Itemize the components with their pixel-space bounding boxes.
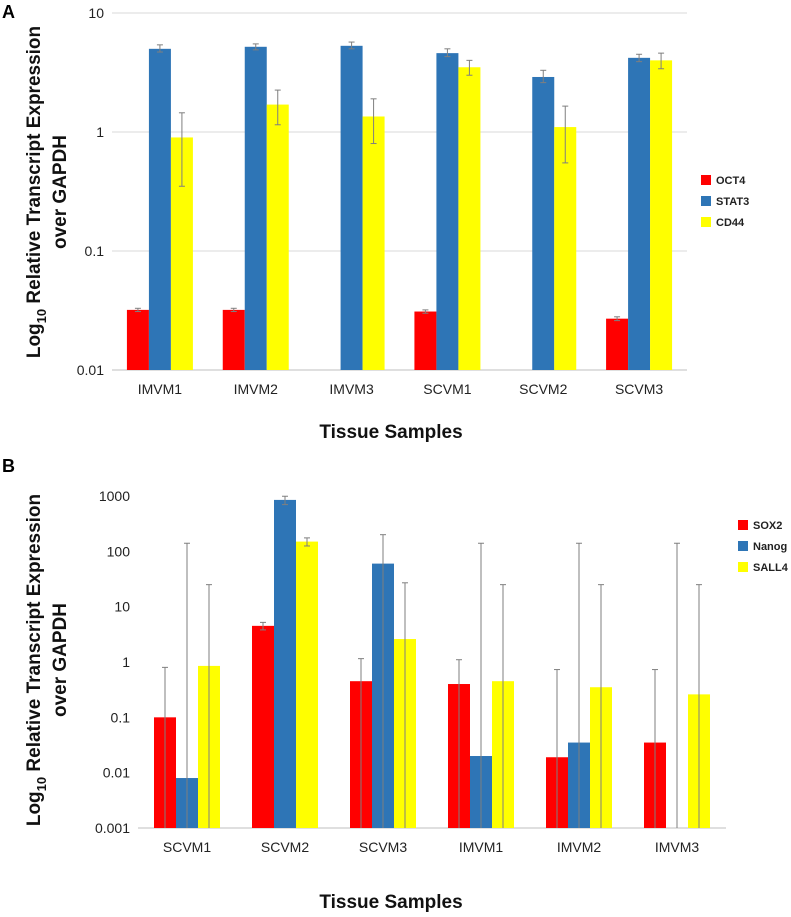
p0-legend-swatch-cd44: [701, 217, 711, 227]
p0-y-tick-label: 0.1: [85, 243, 105, 259]
p0-bar-stat3-imvm3: [340, 45, 363, 371]
p0-x-category-label: SCVM1: [423, 381, 471, 397]
p0-bar-stat3-scvm2: [532, 76, 555, 370]
p1-y-tick-label: 1: [122, 654, 130, 670]
p0-bar-oct4-scvm3: [606, 318, 629, 370]
p0-x-category-label: IMVM2: [234, 381, 279, 397]
p1-x-category-label: IMVM2: [557, 839, 602, 855]
y-axis-title-b-line2: over GAPDH: [50, 603, 71, 717]
panel-b-label: B: [2, 456, 15, 476]
x-axis-title-b: Tissue Samples: [319, 892, 462, 913]
p0-y-tick-label: 1: [96, 124, 104, 140]
p0-x-category-label: SCVM2: [519, 381, 567, 397]
y-axis-title-a-line1: Log10 Relative Transcript Expression: [24, 26, 49, 358]
p0-bar-cd44-scvm1: [458, 67, 481, 370]
p1-y-tick-label: 0.01: [103, 765, 130, 781]
p0-bar-cd44-scvm3: [650, 60, 673, 371]
p0-bar-stat3-scvm3: [628, 57, 651, 370]
p0-legend-label-stat3: STAT3: [716, 196, 749, 208]
x-axis-title-a: Tissue Samples: [319, 422, 462, 443]
p1-y-tick-label: 10: [114, 599, 130, 615]
p1-y-tick-label: 100: [107, 543, 131, 559]
p1-x-category-label: SCVM3: [359, 839, 407, 855]
p0-bar-oct4-imvm2: [222, 309, 245, 370]
p0-x-category-label: IMVM1: [138, 381, 183, 397]
p0-x-category-label: SCVM3: [615, 381, 663, 397]
p1-bar-nanog-scvm2: [274, 499, 296, 828]
p0-x-category-label: IMVM3: [329, 381, 374, 397]
p0-legend-swatch-oct4: [701, 175, 711, 185]
p1-legend-swatch-sall4: [738, 562, 748, 572]
p0-legend-label-cd44: CD44: [716, 217, 745, 229]
p0-bar-stat3-imvm1: [148, 48, 171, 370]
panel-a-label: A: [2, 2, 15, 22]
p0-bar-oct4-imvm1: [126, 309, 149, 370]
p1-legend-swatch-nanog: [738, 541, 748, 551]
p0-bar-cd44-imvm2: [266, 104, 289, 371]
p1-x-category-label: IMVM1: [459, 839, 504, 855]
p1-y-tick-label: 1000: [99, 488, 130, 504]
chart-panel-a: 10 1 0.1 0.01 IMVM1 IMVM2 IMVM3 SCVM1 SCVM2 SCVM3…: [77, 5, 749, 397]
p1-legend-swatch-sox2: [738, 520, 748, 530]
p0-y-tick-label: 10: [88, 5, 104, 21]
p1-x-category-label: SCVM2: [261, 839, 309, 855]
p0-bar-cd44-scvm2: [554, 127, 577, 370]
y-axis-title-a-line2: over GAPDH: [50, 135, 71, 249]
p1-legend-label-nanog: Nanog: [753, 541, 787, 553]
p0-bar-stat3-imvm2: [244, 46, 267, 371]
p0-legend-label-oct4: OCT4: [716, 175, 746, 187]
p0-bar-cd44-imvm3: [362, 116, 385, 370]
p1-legend-label-sall4: SALL4: [753, 562, 789, 574]
p1-x-category-label: IMVM3: [655, 839, 700, 855]
y-axis-title-b-line1: Log10 Relative Transcript Expression: [24, 494, 49, 826]
p1-legend-label-sox2: SOX2: [753, 520, 782, 532]
p1-y-tick-label: 0.001: [95, 820, 130, 836]
p0-bar-stat3-scvm1: [436, 53, 459, 371]
p0-bar-cd44-imvm1: [170, 137, 193, 370]
p1-x-category-label: SCVM1: [163, 839, 211, 855]
p0-bar-oct4-scvm1: [414, 311, 437, 370]
p1-bar-sox2-scvm2: [252, 625, 274, 828]
p1-bar-sall4-scvm2: [296, 541, 318, 828]
p1-y-tick-label: 0.1: [111, 709, 131, 725]
chart-panel-b: 1000 100 10 1 0.1 0.01 0.001 SCVM1 SCVM2 SCVM3 IMV…: [95, 488, 789, 855]
p0-legend-swatch-stat3: [701, 196, 711, 206]
p0-y-tick-label: 0.01: [77, 362, 104, 378]
